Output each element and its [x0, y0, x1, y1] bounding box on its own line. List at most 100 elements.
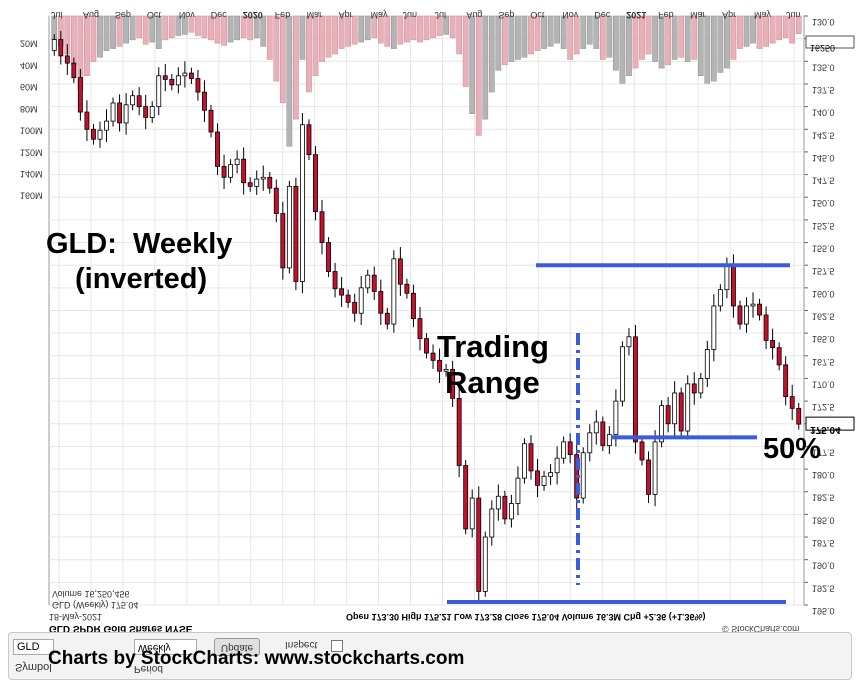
candle-body — [293, 185, 299, 282]
volume-bar — [390, 15, 397, 49]
volume-bar — [776, 15, 783, 41]
volume-bar — [534, 15, 541, 51]
inspect-checkbox[interactable] — [331, 640, 343, 652]
y-tick-label: 177.5 — [812, 447, 835, 457]
candle-body — [130, 95, 136, 106]
candle-body — [698, 378, 704, 394]
candle-body — [234, 158, 240, 166]
volume-bar — [195, 15, 201, 36]
candle-body — [783, 364, 789, 397]
x-tick-label: Aug — [466, 10, 482, 20]
volume-bar — [743, 15, 750, 47]
volume-bar — [90, 15, 97, 62]
volume-bar — [658, 15, 665, 69]
x-tick-label: Aug — [83, 10, 99, 20]
volume-bar — [547, 15, 554, 47]
volume-bar — [423, 15, 430, 41]
volume-bar — [528, 15, 534, 55]
volume-bar — [599, 15, 606, 60]
candle-body — [254, 178, 260, 187]
candle-body — [606, 434, 612, 446]
x-tick-label: Mar — [690, 10, 706, 20]
candle-body — [691, 383, 697, 394]
candle-body — [123, 104, 129, 124]
x-tick-label: Jul — [434, 10, 446, 20]
candle-body — [770, 340, 776, 349]
candle-body — [97, 129, 103, 140]
volume-bar — [665, 15, 671, 66]
candle-body — [313, 154, 318, 213]
candle-body — [724, 265, 730, 291]
candle-body — [51, 39, 57, 51]
candle-body — [737, 305, 743, 325]
x-tick-label: 2020 — [243, 10, 263, 20]
candle-body — [580, 452, 586, 499]
volume-bar — [345, 15, 351, 47]
candle-body — [411, 292, 416, 320]
symbol-input[interactable]: GLD — [13, 639, 54, 655]
candle-body — [456, 397, 462, 466]
y-tick-label: 145.0 — [812, 153, 835, 163]
candle-body — [352, 301, 358, 314]
fifty-percent-label: 50% — [763, 433, 822, 465]
volume-bar — [371, 15, 378, 38]
candle-body — [528, 443, 534, 472]
candle-body — [71, 62, 77, 79]
y-tick-label: 190.0 — [812, 561, 835, 571]
candle-body — [750, 303, 756, 307]
candle-body — [495, 495, 501, 510]
volume-bar — [795, 15, 802, 34]
volume-tick-label: 160M — [20, 191, 43, 201]
candle-body — [280, 213, 286, 269]
chart-date: 18-May-2021 — [49, 612, 102, 622]
series-legend: GLD (Weekly) 175.04 — [52, 600, 138, 610]
candle-body — [306, 124, 312, 156]
candle-body — [345, 294, 351, 303]
candle-body — [717, 289, 723, 307]
volume-bar — [175, 15, 182, 36]
volume-bar — [488, 15, 495, 93]
volume-bar — [227, 15, 234, 43]
volume-bar — [613, 15, 619, 71]
candle-body — [515, 477, 521, 504]
volume-bar — [684, 15, 691, 62]
candle-body — [508, 503, 514, 520]
y-tick-label: 130.0 — [812, 17, 835, 27]
range-label: Range — [445, 365, 540, 400]
volume-tick-label: 40M — [20, 60, 38, 70]
x-tick-label: Feb — [275, 10, 291, 20]
volume-bar — [750, 15, 756, 44]
volume-bar — [554, 15, 560, 44]
grid — [48, 15, 805, 606]
volume-bar — [214, 15, 221, 44]
volume-bar — [123, 15, 129, 44]
price-candles — [51, 30, 802, 604]
y-tick-label: 185.0 — [812, 515, 835, 525]
candle-body — [704, 349, 710, 379]
volume-tick-label: 120M — [20, 147, 43, 157]
x-tick-label: Sep — [498, 10, 514, 20]
volume-bar — [606, 15, 613, 58]
candle-body — [188, 72, 194, 79]
volume-bar — [155, 15, 162, 49]
volume-bar — [351, 15, 358, 45]
volume-bar — [168, 15, 175, 38]
candle-body — [371, 274, 377, 292]
y-tick-label: 165.0 — [812, 334, 835, 344]
volume-bar — [129, 15, 136, 41]
volume-bar — [763, 15, 769, 47]
last-price-tag — [805, 416, 855, 431]
volume-bar — [678, 15, 685, 58]
x-tick-label: Mar — [307, 10, 323, 20]
volume-bar — [70, 15, 77, 66]
volume-bar — [541, 15, 547, 49]
volume-bar — [110, 15, 116, 49]
x-tick-label: Dec — [211, 10, 228, 20]
volume-bar — [515, 15, 521, 60]
candle-body — [169, 79, 175, 86]
volume-bar — [573, 15, 580, 55]
candle-body — [117, 102, 122, 124]
volume-bar — [253, 15, 260, 38]
candle-body — [619, 346, 625, 402]
volume-bar — [789, 15, 796, 44]
